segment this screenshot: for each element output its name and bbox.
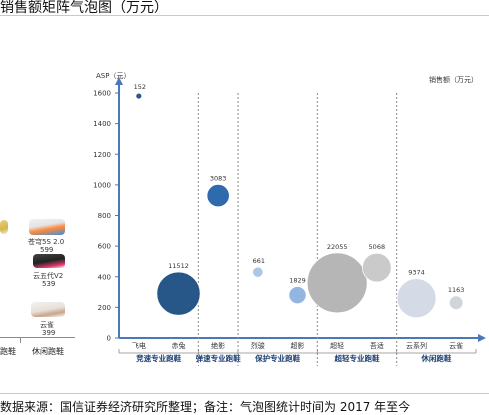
- x-group-label: 弹速专业跑鞋: [196, 353, 241, 363]
- bubble-data-label: 3083: [210, 174, 227, 182]
- bubble: [306, 252, 368, 314]
- side-group-label: 休闲跑鞋: [32, 347, 64, 356]
- size-legend-label: 销售额（万元）: [429, 75, 478, 84]
- x-tick-label: 云雀: [449, 341, 463, 350]
- source-note: 数据来源：国信证券经济研究所整理；备注：气泡图统计时间为 2017 年至今: [0, 400, 411, 414]
- side-item-value: 399: [42, 329, 56, 337]
- y-tick-label: 1600: [93, 90, 111, 98]
- x-tick-label: 吾适: [370, 341, 384, 350]
- x-group-label: 保护专业跑鞋: [254, 353, 300, 363]
- y-tick-label: 1200: [93, 151, 111, 159]
- bubble-data-label: 152: [134, 83, 146, 91]
- y-tick-label: 800: [98, 212, 111, 220]
- shoe-thumbnail: [0, 220, 8, 234]
- bubble: [135, 92, 143, 100]
- bubble-data-label: 1163: [448, 286, 465, 294]
- bubble: [396, 278, 437, 319]
- y-axis-arrow: [115, 77, 123, 85]
- bubble: [156, 271, 201, 316]
- side-item-value: 599: [40, 246, 54, 254]
- bubble: [206, 183, 230, 208]
- bubble-data-label: 661: [253, 257, 265, 265]
- x-group-label: 休闲跑鞋: [420, 353, 451, 363]
- x-group-label: 竞速专业跑鞋: [135, 353, 181, 363]
- bubble: [448, 295, 464, 311]
- side-axis-line: [0, 337, 75, 338]
- shoe-thumbnail: [31, 302, 65, 317]
- header-divider: [0, 15, 489, 16]
- shoe-thumbnail: [29, 219, 65, 235]
- side-item-name: 苍穹5S 2.0: [28, 238, 65, 246]
- bubble-data-label: 1829: [289, 276, 306, 284]
- side-group-label: 跑鞋: [0, 347, 16, 356]
- bubble-data-label: 22055: [327, 243, 348, 251]
- x-tick-label: 赤兔: [172, 341, 186, 350]
- y-axis-title: ASP（元）: [96, 72, 130, 80]
- shoe-thumbnail: [33, 254, 65, 268]
- bubble-data-label: 5068: [369, 243, 386, 251]
- side-item-name: 云雀: [40, 321, 54, 329]
- bubble: [362, 252, 392, 283]
- bubble-data-label: 11512: [168, 262, 189, 270]
- y-tick-label: 200: [98, 304, 111, 312]
- side-item-name: 云五代V2: [33, 272, 64, 280]
- x-tick-label: 超影: [291, 341, 305, 350]
- footer-divider: [0, 393, 489, 394]
- y-tick-label: 400: [98, 273, 111, 281]
- x-tick-label: 绝影: [211, 341, 225, 350]
- x-tick-label: 超轻: [330, 341, 344, 350]
- x-group-label: 超轻专业跑鞋: [334, 353, 380, 363]
- page-title: 销售额矩阵气泡图（万元）: [0, 0, 168, 16]
- y-tick-label: 0: [107, 335, 111, 343]
- y-tick-label: 1400: [93, 120, 111, 128]
- x-tick-label: 烈骏: [251, 341, 265, 350]
- bubble-data-label: 9374: [408, 269, 425, 277]
- x-axis-arrow: [478, 334, 486, 342]
- bubble: [288, 286, 307, 305]
- side-axis-tick: [20, 337, 21, 343]
- bubble: [252, 266, 264, 278]
- x-tick-label: 飞电: [132, 341, 146, 350]
- x-tick-label: 云系列: [406, 341, 427, 350]
- y-tick-label: 600: [98, 243, 111, 251]
- side-item-value: 539: [42, 280, 56, 288]
- y-tick-label: 1000: [93, 181, 111, 189]
